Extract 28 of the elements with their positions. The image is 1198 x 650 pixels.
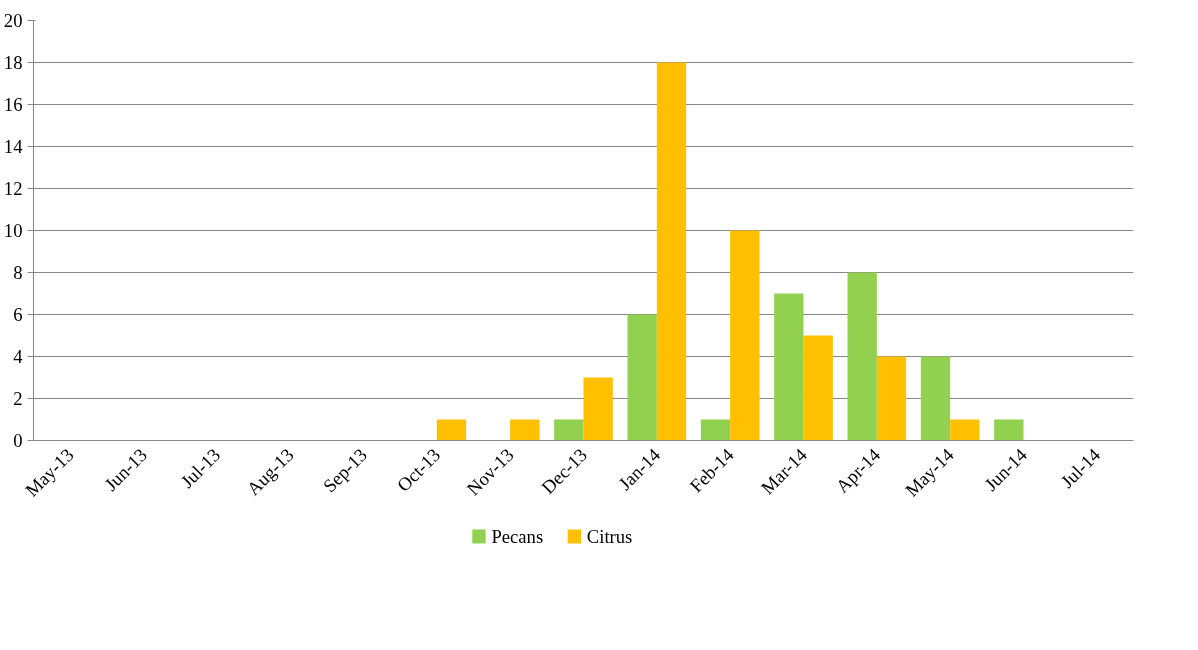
y-tick-label: 8 <box>13 262 23 283</box>
bar <box>700 419 731 441</box>
bar <box>876 356 907 441</box>
bar <box>920 356 951 441</box>
bar <box>730 230 760 441</box>
bar <box>510 419 540 441</box>
y-tick-label: 14 <box>3 136 24 157</box>
bar <box>656 62 687 441</box>
bar <box>803 335 833 441</box>
y-tick-label: 4 <box>13 346 24 367</box>
y-tick-label: 10 <box>3 220 23 241</box>
bar <box>436 419 467 441</box>
y-tick-label: 16 <box>3 94 23 115</box>
y-tick-label: 2 <box>13 388 23 409</box>
y-tick-label: 0 <box>13 430 23 451</box>
bar <box>950 419 980 441</box>
bar <box>583 377 613 441</box>
bar <box>994 419 1024 441</box>
y-tick-label: 18 <box>3 52 23 73</box>
y-tick-label: 20 <box>3 10 23 31</box>
legend-label: Citrus <box>586 526 633 547</box>
bar <box>627 314 657 441</box>
legend-label: Pecans <box>491 526 544 547</box>
bar <box>847 272 877 441</box>
y-tick-label: 12 <box>3 178 23 199</box>
bar <box>554 419 584 441</box>
y-tick-label: 6 <box>13 304 23 325</box>
bar <box>774 293 804 441</box>
